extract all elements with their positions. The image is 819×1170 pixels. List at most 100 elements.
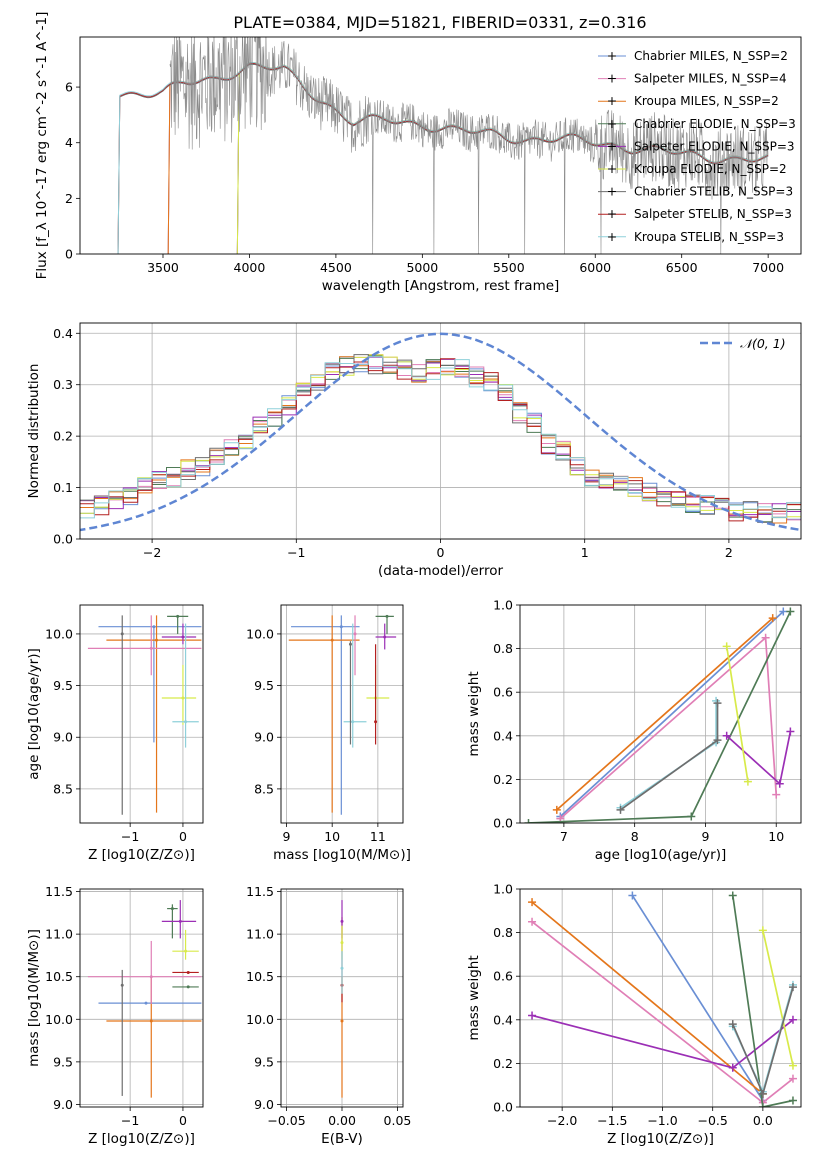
errorbar-kroupa-miles: [288, 615, 360, 813]
y-tick-label: 6: [65, 80, 73, 95]
axes-frame: [79, 604, 204, 824]
series-line: [725, 646, 749, 782]
data-point: [348, 642, 352, 646]
x-tick-label: 9: [701, 829, 709, 844]
histogram-kroupa-stelib: [80, 356, 801, 519]
y-tick-label: 9.5: [254, 678, 274, 693]
data-point: [340, 1019, 344, 1023]
plus-marker: [758, 926, 767, 935]
y-axis-label: mass weight: [466, 955, 482, 1040]
y-tick-label: 0.6: [493, 685, 513, 700]
plus-marker: [768, 614, 777, 623]
y-tick-label: 0.2: [493, 1056, 513, 1071]
x-tick-label: −1.5: [597, 1113, 627, 1128]
plus-marker: [786, 607, 795, 616]
x-axis-label: Z [log10(Z/Z⊙)]: [88, 1131, 195, 1147]
x-tick-label: 0.0: [753, 1113, 773, 1128]
data-point: [330, 638, 334, 642]
x-tick-label: 2: [725, 545, 733, 560]
data-point: [340, 919, 344, 923]
y-tick-label: 0.8: [493, 925, 513, 940]
legend-label: Kroupa ELODIE, N_SSP=2: [634, 162, 787, 176]
series-kroupa-miles: [552, 614, 777, 814]
y-tick-label: 10.0: [246, 1012, 274, 1027]
series-line: [559, 635, 778, 820]
model-line-kroupa-elodie: [236, 62, 769, 254]
legend-marker: +: [607, 48, 617, 63]
data-point: [176, 614, 180, 618]
x-tick-label: 8: [631, 829, 639, 844]
x-tick-label: 10: [324, 829, 340, 844]
x-tick-label: 10: [768, 829, 784, 844]
y-tick-label: 0.2: [53, 429, 73, 444]
x-tick-label: −2: [143, 545, 161, 560]
x-tick-label: 4000: [234, 260, 266, 275]
plus-marker: [788, 1061, 797, 1070]
model-line-salpeter-elodie: [236, 62, 769, 254]
data-point: [374, 720, 378, 724]
panel-residuals: −2 −1 0 1 2 0.0 0.1 0.2 0.3 0.4 (data-model)/error…: [26, 322, 802, 579]
data-point: [120, 983, 124, 987]
series-salpeter-miles: [556, 633, 781, 823]
plus-marker: [743, 777, 752, 786]
data-point: [184, 720, 188, 724]
series-chabrier-elodie: [728, 891, 797, 1107]
plus-marker: [758, 1089, 767, 1098]
x-axis-label: Z [log10(Z/Z⊙)]: [88, 847, 195, 863]
series-line: [531, 901, 764, 1095]
data-point: [155, 638, 159, 642]
y-tick-label: 0.4: [53, 326, 73, 341]
plus-marker: [728, 1020, 737, 1029]
plot-area: [87, 900, 202, 1098]
axes-frame: [519, 888, 802, 1108]
data-point: [383, 635, 387, 639]
data-point: [184, 949, 188, 953]
y-tick-label: 0.2: [493, 772, 513, 787]
y-tick-label: 9.0: [53, 1097, 73, 1112]
x-axis-label: E(B-V): [321, 1131, 363, 1147]
errorbar-salpeter-stelib: [374, 644, 378, 745]
data-point: [340, 966, 344, 970]
plus-marker: [552, 805, 561, 814]
axes-frame: [79, 36, 802, 255]
axes-frame: [280, 604, 404, 824]
y-tick-label: 0.0: [493, 816, 513, 831]
panel-mass_vs_Z: −1 0 9.0 9.5 10.0 10.5 11.0 11.5 Z [log10(Z/Z⊙)]…: [26, 884, 204, 1147]
y-tick-label: 9.5: [254, 1054, 274, 1069]
errorbar-kroupa-elodie: [161, 664, 197, 725]
y-tick-label: 1.0: [493, 882, 513, 897]
x-axis-label: Z [log10(Z/Z⊙)]: [607, 1131, 714, 1147]
legend: 𝒩(0, 1): [700, 336, 786, 351]
y-tick-label: 1.0: [493, 598, 513, 613]
x-tick-label: −0.5: [698, 1113, 728, 1128]
y-tick-label: 0.0: [493, 1100, 513, 1115]
errorbar-chabrier-stelib: [120, 969, 124, 1096]
plus-marker: [788, 1096, 797, 1105]
series-line: [556, 617, 774, 811]
plot-area: [80, 332, 801, 532]
x-tick-label: −1: [121, 829, 139, 844]
legend-label: Salpeter STELIB, N_SSP=3: [634, 207, 792, 221]
y-tick-label: 2: [65, 191, 73, 206]
series-line: [726, 731, 792, 786]
plus-marker: [788, 1015, 797, 1024]
plot-area: [528, 891, 797, 1107]
legend-marker: +: [607, 116, 617, 131]
plus-marker: [713, 699, 722, 708]
data-point: [351, 720, 355, 724]
y-tick-label: 10.0: [45, 626, 73, 641]
errorbar-chabrier-elodie: [172, 985, 199, 989]
data-point: [181, 635, 185, 639]
x-tick-label: 0.05: [384, 1113, 412, 1128]
y-tick-label: 9.0: [254, 730, 274, 745]
y-tick-label: 0.4: [493, 1012, 513, 1027]
y-tick-label: 11.0: [246, 927, 274, 942]
y-tick-label: 11.5: [246, 884, 274, 899]
x-tick-label: 0: [179, 829, 187, 844]
errorbar-salpeter-miles: [353, 615, 357, 676]
legend-label: Salpeter ELODIE, N_SSP=3: [634, 139, 795, 153]
series-line: [762, 930, 794, 1066]
errorbar-kroupa-stelib: [343, 623, 367, 748]
plus-marker: [786, 727, 795, 736]
panel-age_vs_mass: 9 10 11 8.5 9.0 9.5 10.0 mass [log10(M/M⊙)]: [246, 604, 411, 863]
